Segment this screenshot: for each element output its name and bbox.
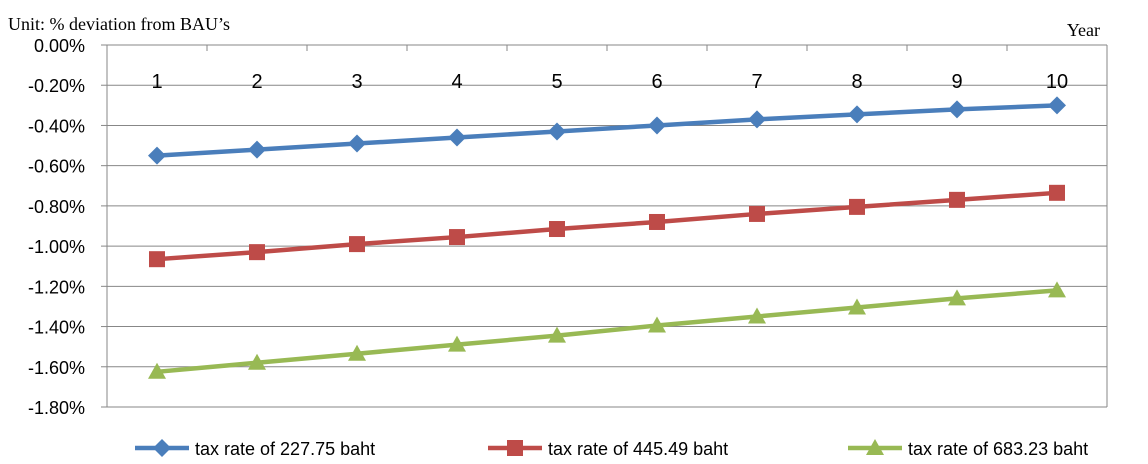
y-tick-label: -1.40% [28, 318, 85, 338]
legend-entry: tax rate of 445.49 baht [488, 439, 728, 459]
data-point [149, 251, 165, 268]
x-tick-label: 4 [451, 71, 462, 93]
x-tick-label: 2 [251, 71, 262, 93]
legend-marker [866, 439, 884, 455]
x-tick-label: 1 [151, 71, 162, 93]
data-point [648, 316, 666, 333]
x-axis-tick-labels: 1 2 3 4 5 6 7 8 9 10 [151, 71, 1068, 93]
legend-entry: tax rate of 683.23 baht [848, 439, 1088, 459]
data-point [449, 229, 465, 246]
data-point [349, 236, 365, 253]
data-point [648, 116, 666, 135]
series-line [156, 190, 1058, 262]
series-1 [148, 96, 1066, 165]
unit-label: Unit: % deviation from BAU’s [8, 14, 230, 34]
x-axis-title: Year [1067, 20, 1100, 40]
data-point [1048, 96, 1066, 115]
data-point [549, 221, 565, 238]
x-tick-label: 10 [1046, 71, 1068, 93]
data-point [248, 140, 266, 159]
data-point [348, 344, 366, 361]
data-point [848, 105, 866, 124]
data-point [949, 191, 965, 208]
y-tick-label: -1.20% [28, 277, 85, 297]
y-tick-label: -1.60% [28, 358, 85, 378]
y-tick-label: -1.80% [28, 398, 85, 418]
legend-label: tax rate of 683.23 baht [908, 439, 1088, 459]
data-point [649, 213, 665, 230]
series-3 [148, 281, 1066, 379]
data-point [1049, 184, 1065, 201]
legend: tax rate of 227.75 baht tax rate of 445.4… [135, 439, 1088, 459]
data-point [849, 198, 865, 215]
data-point [548, 326, 566, 343]
x-tick-label: 7 [751, 71, 762, 93]
series-group [148, 96, 1066, 379]
data-point [248, 353, 266, 370]
data-point [948, 100, 966, 119]
data-point [448, 128, 466, 147]
y-tick-label: -0.20% [28, 76, 85, 96]
y-tick-label: -0.60% [28, 157, 85, 177]
data-point [448, 335, 466, 352]
data-point [249, 244, 265, 261]
x-tick-label: 9 [951, 71, 962, 93]
data-point [348, 134, 366, 153]
data-point [148, 362, 166, 379]
gridlines [101, 44, 1108, 408]
data-point [749, 205, 765, 222]
series-line [156, 103, 1058, 158]
x-tick-label: 6 [651, 71, 662, 93]
y-tick-label: 0.00% [34, 36, 85, 56]
data-point [948, 289, 966, 306]
data-point [148, 146, 166, 165]
legend-label: tax rate of 227.75 baht [195, 439, 375, 459]
data-point [1048, 281, 1066, 298]
series-2 [149, 184, 1065, 268]
legend-marker [153, 439, 171, 457]
y-tick-label: -1.00% [28, 237, 85, 257]
data-point [848, 298, 866, 315]
y-tick-label: -0.40% [28, 116, 85, 136]
data-point [548, 122, 566, 141]
legend-label: tax rate of 445.49 baht [548, 439, 728, 459]
y-tick-label: -0.80% [28, 197, 85, 217]
legend-entry: tax rate of 227.75 baht [135, 439, 375, 459]
x-tick-label: 5 [551, 71, 562, 93]
y-axis-tick-labels: 0.00% -0.20% -0.40% -0.60% -0.80% -1.00% -1.20… [28, 36, 85, 418]
data-point [748, 307, 766, 324]
legend-marker [507, 440, 523, 456]
x-tick-label: 3 [351, 71, 362, 93]
series-line [156, 288, 1058, 375]
data-point [748, 110, 766, 129]
x-tick-label: 8 [851, 71, 862, 93]
